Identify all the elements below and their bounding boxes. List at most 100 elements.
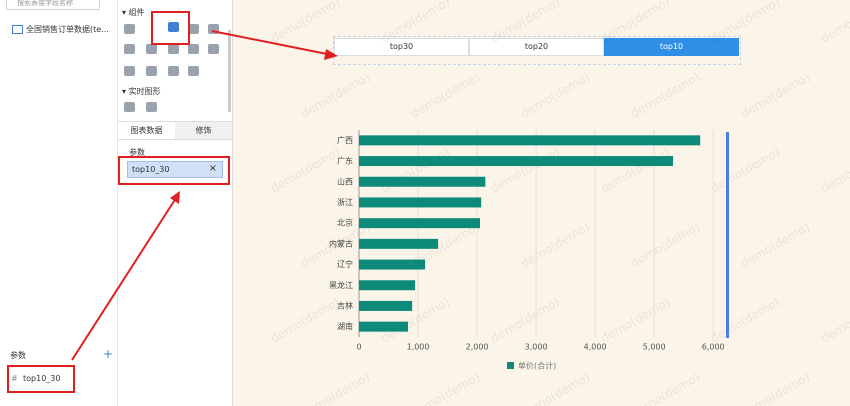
component-icon[interactable] — [124, 24, 135, 34]
bar — [359, 156, 674, 167]
watermark: demo(demo) — [298, 70, 372, 121]
watermark: demo(demo) — [268, 0, 342, 46]
bar — [359, 238, 439, 249]
left-panel: 搜索表或字段名称 全国销售订单数据(te... 参数 + # top10_30 — [0, 0, 118, 406]
scrollbar — [228, 30, 231, 112]
bar — [359, 280, 416, 291]
scroll-indicator — [726, 132, 729, 338]
watermark: demo(demo) — [518, 70, 592, 121]
bar — [359, 321, 408, 332]
legend-label: 单价(合计) — [518, 361, 556, 371]
component-icon[interactable] — [146, 102, 157, 112]
watermark: demo(demo) — [268, 295, 342, 346]
param-item[interactable]: top10_30 — [23, 374, 61, 383]
watermark: demo(demo) — [408, 370, 482, 406]
component-icon[interactable] — [168, 66, 179, 76]
params-label: 参数 — [129, 148, 145, 157]
watermark: demo(demo) — [408, 70, 482, 121]
watermark: demo(demo) — [298, 370, 372, 406]
watermark: demo(demo) — [598, 295, 672, 346]
watermark: demo(demo) — [708, 145, 782, 196]
component-icon[interactable] — [168, 22, 179, 32]
x-tick-label: 6,000 — [702, 343, 725, 352]
y-tick-label: 广西 — [337, 135, 353, 145]
component-icon[interactable] — [188, 24, 199, 34]
components-title: ▾ 组件 — [122, 8, 145, 17]
component-icon[interactable] — [124, 44, 135, 54]
tab[interactable]: 修饰 — [195, 126, 212, 135]
add-button[interactable]: + — [103, 347, 114, 361]
y-tick-label: 内蒙古 — [329, 238, 353, 248]
x-tick-label: 1,000 — [407, 343, 430, 352]
watermark: demo(demo) — [738, 220, 812, 271]
table-icon — [12, 25, 23, 34]
param-chip[interactable]: top10_30 × — [127, 161, 223, 178]
component-icon[interactable] — [188, 44, 199, 54]
watermark: demo(demo) — [518, 220, 592, 271]
watermark: demo(demo) — [488, 0, 562, 46]
bar — [359, 259, 426, 270]
watermark: demo(demo) — [488, 295, 562, 346]
watermark: demo(demo) — [598, 145, 672, 196]
y-tick-label: 广东 — [337, 156, 353, 166]
watermark: demo(demo) — [378, 0, 452, 46]
y-tick-label: 山西 — [337, 176, 353, 186]
search-box[interactable]: 搜索表或字段名称 — [6, 0, 100, 10]
watermark: demo(demo) — [818, 145, 850, 196]
component-icon[interactable] — [124, 102, 135, 112]
legend-swatch — [507, 362, 514, 369]
x-tick-label: 3,000 — [525, 343, 548, 352]
dataset-item[interactable]: 全国销售订单数据(te... — [26, 25, 109, 34]
bar — [359, 300, 413, 311]
realtime-label: 实时图形 — [128, 87, 161, 96]
component-icon[interactable] — [208, 44, 219, 54]
watermark: demo(demo) — [628, 370, 702, 406]
watermark: demo(demo) — [518, 370, 592, 406]
bar — [359, 197, 482, 208]
component-icon[interactable] — [124, 66, 135, 76]
watermark: demo(demo) — [378, 145, 452, 196]
bar — [359, 135, 701, 146]
chart: demo(demo) demo(demo) demo(demo) demo(demo)… — [268, 0, 850, 406]
canvas — [233, 0, 850, 406]
components-label: 组件 — [128, 8, 145, 17]
param-chip-label: top10_30 — [132, 165, 170, 174]
watermark: demo(demo) — [708, 0, 782, 46]
y-tick-label: 湖南 — [337, 321, 353, 331]
component-icon[interactable] — [168, 44, 179, 54]
filter-button[interactable]: top20 — [469, 38, 604, 56]
y-tick-label: 吉林 — [337, 300, 353, 310]
watermark: demo(demo) — [818, 295, 850, 346]
remove-button[interactable]: × — [208, 163, 217, 174]
y-tick-label: 浙江 — [337, 197, 353, 207]
y-tick-label: 北京 — [337, 218, 353, 228]
tab[interactable]: 图表数据 — [118, 122, 175, 139]
watermark: demo(demo) — [628, 220, 702, 271]
y-tick-label: 黑龙江 — [329, 280, 353, 290]
component-icon[interactable] — [188, 66, 199, 76]
watermark: demo(demo) — [488, 145, 562, 196]
component-icon[interactable] — [146, 66, 157, 76]
x-tick-label: 5,000 — [643, 343, 666, 352]
params-title: 参数 — [10, 351, 26, 360]
tab-bar: 图表数据 修饰 — [118, 121, 232, 140]
watermark: demo(demo) — [818, 0, 850, 46]
watermark: demo(demo) — [708, 295, 782, 346]
bar — [359, 176, 486, 187]
filter-button[interactable]: top10 — [604, 38, 739, 56]
component-icon[interactable] — [208, 24, 219, 34]
x-tick-label: 4,000 — [584, 343, 607, 352]
search-placeholder: 搜索表或字段名称 — [17, 0, 73, 7]
param-icon: # — [11, 374, 18, 383]
bar — [359, 218, 481, 229]
filter-button[interactable]: top30 — [334, 38, 469, 56]
x-tick-label: 2,000 — [466, 343, 489, 352]
watermark: demo(demo) — [738, 370, 812, 406]
realtime-title: ▾ 实时图形 — [122, 87, 161, 96]
watermark: demo(demo) — [598, 0, 672, 46]
watermark: demo(demo) — [628, 70, 702, 121]
component-icon[interactable] — [146, 44, 157, 54]
watermark: demo(demo) — [268, 145, 342, 196]
middle-panel: ▾ 组件 ▾ 实时图形 图表数据 修饰 参数 top10_30 × — [118, 0, 233, 406]
